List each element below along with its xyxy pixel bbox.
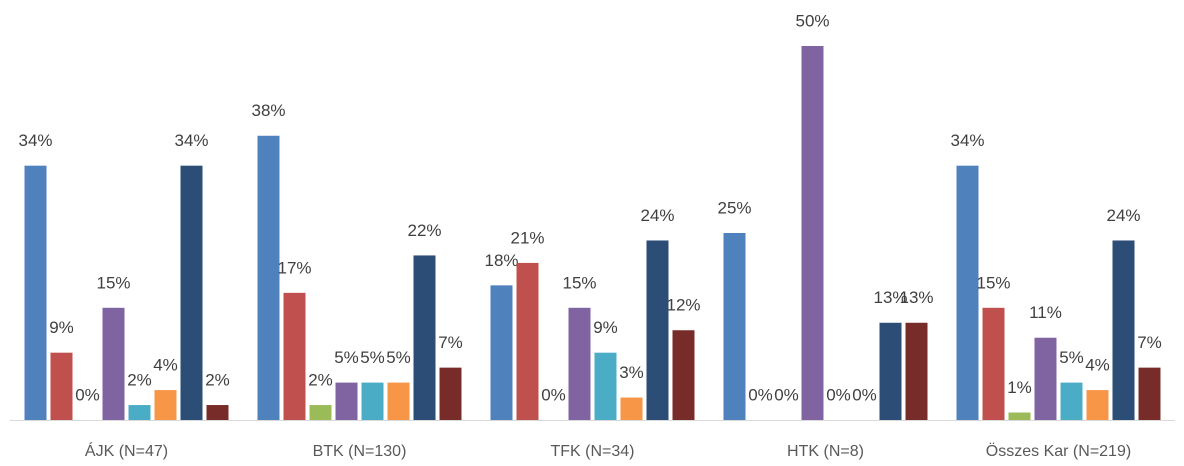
bar: [1060, 382, 1083, 420]
data-label: 7%: [438, 333, 463, 352]
data-label: 12%: [666, 296, 700, 315]
bar: [1008, 412, 1031, 420]
data-label: 50%: [795, 11, 829, 30]
bar: [982, 307, 1005, 420]
data-label: 24%: [640, 206, 674, 225]
data-label: 5%: [386, 348, 411, 367]
data-label: 34%: [950, 131, 984, 150]
bar: [335, 382, 358, 420]
bar: [257, 135, 280, 420]
bar: [620, 397, 643, 420]
bar: [102, 307, 125, 420]
data-label: 2%: [127, 371, 152, 390]
bar: [646, 240, 669, 420]
bar: [439, 367, 462, 420]
bar: [879, 322, 902, 420]
bar: [490, 285, 513, 420]
data-label: 15%: [976, 273, 1010, 292]
bar: [956, 165, 979, 420]
data-label: 17%: [277, 258, 311, 277]
data-label: 13%: [899, 288, 933, 307]
bar: [905, 322, 928, 420]
bar: [1086, 390, 1109, 420]
data-label: 5%: [334, 348, 359, 367]
data-label: 22%: [407, 221, 441, 240]
data-label: 18%: [484, 251, 518, 270]
x-tick-label: ÁJK (N=47): [85, 441, 168, 460]
data-label: 0%: [852, 385, 877, 404]
bar: [413, 255, 436, 420]
bar: [1034, 337, 1057, 420]
bar: [154, 390, 177, 420]
data-label: 3%: [619, 363, 644, 382]
data-label: 2%: [205, 371, 230, 390]
data-label: 0%: [774, 385, 799, 404]
x-tick-label: BTK (N=130): [313, 443, 407, 460]
data-label: 25%: [717, 198, 751, 217]
data-label: 24%: [1106, 206, 1140, 225]
x-tick-label: Összes Kar (N=219): [986, 442, 1131, 460]
bar: [206, 405, 229, 420]
data-label: 34%: [174, 131, 208, 150]
data-label: 13%: [873, 288, 907, 307]
data-label: 38%: [251, 101, 285, 120]
data-label: 4%: [1085, 356, 1110, 375]
bar: [723, 233, 746, 420]
bar: [180, 165, 203, 420]
data-label: 15%: [96, 273, 130, 292]
bar: [594, 352, 617, 420]
data-label: 34%: [18, 131, 52, 150]
data-label: 1%: [1007, 378, 1032, 397]
data-label: 11%: [1029, 303, 1062, 322]
data-label: 0%: [748, 385, 773, 404]
bar: [801, 46, 824, 420]
data-label: 2%: [308, 371, 333, 390]
data-label: 15%: [562, 273, 596, 292]
bar: [672, 330, 695, 420]
data-label: 21%: [510, 228, 544, 247]
data-label: 4%: [153, 356, 178, 375]
bar: [1112, 240, 1135, 420]
x-tick-label: HTK (N=8): [787, 443, 864, 460]
data-label: 9%: [593, 318, 618, 337]
bar: [309, 405, 332, 420]
x-tick-label: TFK (N=34): [550, 443, 634, 460]
bar: [50, 352, 73, 420]
data-label: 7%: [1137, 333, 1162, 352]
bar: [24, 165, 47, 420]
bar: [516, 262, 539, 420]
bar: [361, 382, 384, 420]
bar: [568, 307, 591, 420]
data-label: 0%: [826, 385, 851, 404]
data-label: 5%: [360, 348, 385, 367]
data-label: 9%: [49, 318, 74, 337]
bar: [1138, 367, 1161, 420]
bar: [283, 292, 306, 420]
data-label: 5%: [1059, 348, 1084, 367]
bar: [387, 382, 410, 420]
data-label: 0%: [75, 385, 100, 404]
data-label: 0%: [541, 385, 566, 404]
bar: [128, 405, 151, 420]
